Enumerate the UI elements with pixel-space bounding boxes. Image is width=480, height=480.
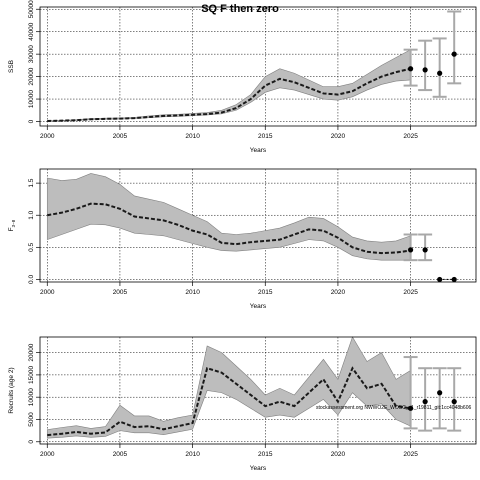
y-tick-label: 20000 — [28, 343, 35, 361]
y-tick-label: 50000 — [28, 0, 35, 18]
estimate-line — [47, 202, 411, 255]
y-tick-label: 15000 — [28, 365, 35, 383]
forecast-point — [422, 399, 428, 405]
y-axis-label: SSB — [8, 60, 15, 73]
y-tick-label: 5000 — [28, 412, 35, 427]
y-tick-label: 10000 — [28, 388, 35, 406]
x-tick-label: 2010 — [185, 289, 200, 296]
figure-title: SQ F then zero — [201, 3, 279, 15]
x-tick-label: 2005 — [113, 451, 128, 458]
y-tick-label: 10000 — [28, 90, 35, 108]
forecast-point — [408, 66, 414, 72]
x-tick-label: 2020 — [331, 133, 346, 140]
x-tick-label: 2005 — [113, 289, 128, 296]
x-tick-label: 2015 — [258, 289, 273, 296]
y-tick-label: 40000 — [28, 22, 35, 40]
y-tick-label: 1.0 — [28, 210, 35, 219]
x-tick-label: 2015 — [258, 451, 273, 458]
y-axis-label-subscript: 3−8 — [11, 219, 16, 227]
forecast-point — [451, 276, 457, 283]
forecast-point — [408, 247, 414, 253]
forecast-point — [437, 276, 443, 283]
x-tick-label: 2015 — [258, 133, 273, 140]
y-tick-label: 20000 — [28, 67, 35, 85]
x-tick-label: 2000 — [40, 451, 55, 458]
recruits-panel: 2000 2005 2010 2015 2020 2025 0 5000 10000 15000 2… — [8, 336, 477, 472]
estimate-line — [47, 67, 411, 123]
forecast-point — [451, 51, 457, 57]
y-tick-label: 0 — [28, 440, 35, 444]
forecast-point — [408, 405, 414, 411]
forecast-point — [451, 399, 457, 405]
x-tick-label: 2025 — [403, 451, 418, 458]
forecast-point — [437, 390, 443, 396]
x-axis-label: Years — [250, 465, 267, 472]
forecast-point — [422, 247, 428, 253]
y-tick-label: 0.5 — [28, 242, 35, 251]
plot-frame — [39, 168, 477, 283]
y-tick-label: 0 — [28, 119, 35, 123]
x-axis-label: Years — [250, 303, 267, 310]
forecast-point — [422, 67, 428, 73]
x-tick-label: 2025 — [403, 133, 418, 140]
plot-frame — [39, 6, 477, 127]
y-tick-label: 1.5 — [28, 178, 35, 187]
x-tick-label: 2000 — [40, 289, 55, 296]
plot-frame — [39, 336, 477, 445]
x-tick-label: 2010 — [185, 451, 200, 458]
ssb-panel: 2000 2005 2010 2015 2020 2025 0 10000 20000 30000… — [8, 0, 477, 154]
confidence-band — [46, 336, 411, 439]
x-tick-label: 2020 — [331, 289, 346, 296]
y-tick-label: 0.0 — [28, 275, 35, 284]
x-tick-label: 2005 — [113, 133, 128, 140]
estimate-line — [47, 366, 411, 437]
confidence-band — [46, 173, 411, 261]
forecast-point — [437, 70, 443, 76]
y-tick-label: 30000 — [28, 45, 35, 63]
x-tick-label: 2025 — [403, 289, 418, 296]
y-axis-label: Recruits (age 2) — [8, 367, 15, 413]
source-note: stockassessment.org NWWO2E_WOSC_v1_r1981… — [316, 405, 471, 411]
x-tick-label: 2000 — [40, 133, 55, 140]
x-axis-label: Years — [250, 147, 267, 154]
y-axis-label: F3−8 — [8, 219, 16, 231]
x-tick-label: 2010 — [185, 133, 200, 140]
x-tick-label: 2020 — [331, 451, 346, 458]
fbar-panel: 2000 2005 2010 2015 2020 2025 0.0 0.5 1.0 1.5 Year… — [8, 168, 477, 310]
